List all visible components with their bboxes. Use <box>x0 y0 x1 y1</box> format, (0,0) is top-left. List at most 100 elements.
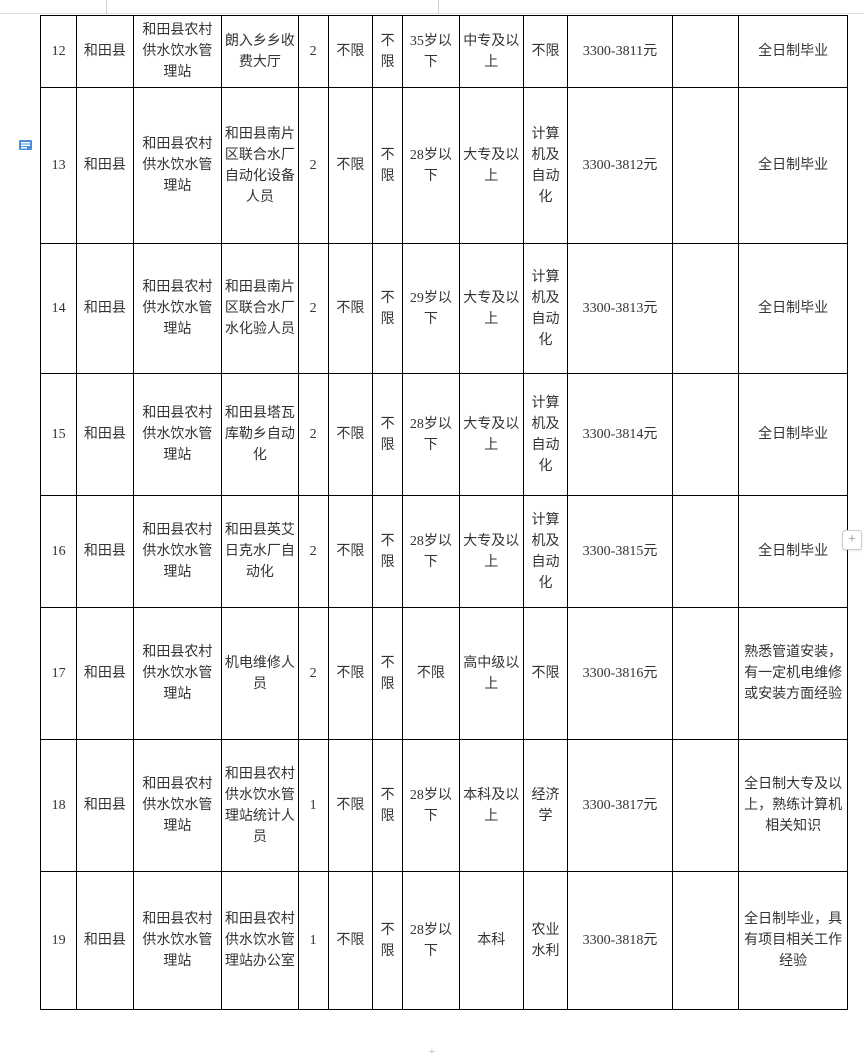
cell-salary: 3300-3817元 <box>568 740 673 872</box>
cell-education: 中专及以上 <box>459 16 523 88</box>
cell-county: 和田县 <box>77 740 133 872</box>
cell-ethnicity: 不限 <box>373 496 403 608</box>
cell-age: 28岁以下 <box>403 872 459 1010</box>
cell-ethnicity: 不限 <box>373 244 403 374</box>
cell-position: 和田县农村供水饮水管理站统计人员 <box>222 740 298 872</box>
cell-gender: 不限 <box>328 374 372 496</box>
cell-organization: 和田县农村供水饮水管理站 <box>133 244 222 374</box>
cell-spacer <box>672 872 738 1010</box>
cell-county: 和田县 <box>77 496 133 608</box>
cell-quantity: 2 <box>298 496 328 608</box>
cell-remark: 全日制毕业 <box>739 374 848 496</box>
cell-spacer <box>672 16 738 88</box>
cell-education: 大专及以上 <box>459 374 523 496</box>
cell-salary: 3300-3813元 <box>568 244 673 374</box>
cell-major: 不限 <box>523 16 567 88</box>
cell-ethnicity: 不限 <box>373 16 403 88</box>
cell-age: 28岁以下 <box>403 740 459 872</box>
cell-spacer <box>672 740 738 872</box>
page-break-icon: + <box>429 1047 435 1058</box>
cell-organization: 和田县农村供水饮水管理站 <box>133 608 222 740</box>
cell-remark: 全日制毕业，具有项目相关工作经验 <box>739 872 848 1010</box>
page-container: 12 和田县 和田县农村供水饮水管理站 朗入乡乡收费大厅 2 不限 不限 35岁… <box>0 0 864 1060</box>
cell-remark: 熟悉管道安装，有一定机电维修或安装方面经验 <box>739 608 848 740</box>
cell-gender: 不限 <box>328 16 372 88</box>
cell-number: 18 <box>41 740 77 872</box>
cell-organization: 和田县农村供水饮水管理站 <box>133 740 222 872</box>
cell-age: 35岁以下 <box>403 16 459 88</box>
cell-major: 经济学 <box>523 740 567 872</box>
add-panel-button[interactable]: + <box>842 530 862 550</box>
cell-organization: 和田县农村供水饮水管理站 <box>133 872 222 1010</box>
table-row: 16 和田县 和田县农村供水饮水管理站 和田县英艾日克水厂自动化 2 不限 不限… <box>41 496 848 608</box>
cell-county: 和田县 <box>77 872 133 1010</box>
plus-icon: + <box>848 532 856 548</box>
cell-county: 和田县 <box>77 16 133 88</box>
table-row: 17 和田县 和田县农村供水饮水管理站 机电维修人员 2 不限 不限 不限 高中… <box>41 608 848 740</box>
cell-organization: 和田县农村供水饮水管理站 <box>133 16 222 88</box>
cell-age: 29岁以下 <box>403 244 459 374</box>
cell-gender: 不限 <box>328 244 372 374</box>
cell-county: 和田县 <box>77 374 133 496</box>
cell-major: 农业水利 <box>523 872 567 1010</box>
cell-salary: 3300-3816元 <box>568 608 673 740</box>
table-body: 12 和田县 和田县农村供水饮水管理站 朗入乡乡收费大厅 2 不限 不限 35岁… <box>41 16 848 1010</box>
cell-age: 28岁以下 <box>403 374 459 496</box>
table-row: 12 和田县 和田县农村供水饮水管理站 朗入乡乡收费大厅 2 不限 不限 35岁… <box>41 16 848 88</box>
cell-spacer <box>672 374 738 496</box>
cell-organization: 和田县农村供水饮水管理站 <box>133 88 222 244</box>
cell-gender: 不限 <box>328 608 372 740</box>
cell-major: 计算机及自动化 <box>523 496 567 608</box>
cell-organization: 和田县农村供水饮水管理站 <box>133 496 222 608</box>
table-row: 15 和田县 和田县农村供水饮水管理站 和田县塔瓦库勒乡自动化 2 不限 不限 … <box>41 374 848 496</box>
cell-education: 大专及以上 <box>459 496 523 608</box>
table-row: 14 和田县 和田县农村供水饮水管理站 和田县南片区联合水厂水化验人员 2 不限… <box>41 244 848 374</box>
cell-salary: 3300-3812元 <box>568 88 673 244</box>
cell-major: 计算机及自动化 <box>523 244 567 374</box>
word-side-icon[interactable] <box>18 138 34 152</box>
cell-quantity: 2 <box>298 16 328 88</box>
cell-quantity: 1 <box>298 740 328 872</box>
cell-remark: 全日制大专及以上，熟练计算机相关知识 <box>739 740 848 872</box>
cell-quantity: 1 <box>298 872 328 1010</box>
cell-ethnicity: 不限 <box>373 88 403 244</box>
cell-number: 14 <box>41 244 77 374</box>
cell-position: 和田县塔瓦库勒乡自动化 <box>222 374 298 496</box>
cell-position: 和田县南片区联合水厂自动化设备人员 <box>222 88 298 244</box>
cell-major: 计算机及自动化 <box>523 374 567 496</box>
cell-spacer <box>672 244 738 374</box>
cell-education: 大专及以上 <box>459 88 523 244</box>
cell-quantity: 2 <box>298 374 328 496</box>
cell-salary: 3300-3811元 <box>568 16 673 88</box>
cell-salary: 3300-3815元 <box>568 496 673 608</box>
cell-salary: 3300-3818元 <box>568 872 673 1010</box>
cell-position: 和田县南片区联合水厂水化验人员 <box>222 244 298 374</box>
cell-position: 和田县农村供水饮水管理站办公室 <box>222 872 298 1010</box>
cell-county: 和田县 <box>77 608 133 740</box>
cell-position: 机电维修人员 <box>222 608 298 740</box>
cell-number: 19 <box>41 872 77 1010</box>
cell-ethnicity: 不限 <box>373 740 403 872</box>
cell-number: 15 <box>41 374 77 496</box>
cell-number: 12 <box>41 16 77 88</box>
cell-education: 本科 <box>459 872 523 1010</box>
cell-major: 计算机及自动化 <box>523 88 567 244</box>
cell-ethnicity: 不限 <box>373 608 403 740</box>
cell-number: 13 <box>41 88 77 244</box>
cell-quantity: 2 <box>298 88 328 244</box>
cell-age: 28岁以下 <box>403 88 459 244</box>
cell-education: 高中级以上 <box>459 608 523 740</box>
cell-age: 28岁以下 <box>403 496 459 608</box>
cell-quantity: 2 <box>298 244 328 374</box>
ruler-mark <box>106 0 107 14</box>
cell-number: 17 <box>41 608 77 740</box>
cell-spacer <box>672 88 738 244</box>
cell-spacer <box>672 608 738 740</box>
recruitment-table: 12 和田县 和田县农村供水饮水管理站 朗入乡乡收费大厅 2 不限 不限 35岁… <box>40 15 848 1010</box>
cell-age: 不限 <box>403 608 459 740</box>
cell-number: 16 <box>41 496 77 608</box>
cell-education: 大专及以上 <box>459 244 523 374</box>
ruler-mark <box>438 0 439 14</box>
cell-gender: 不限 <box>328 88 372 244</box>
ruler-top <box>0 0 864 14</box>
